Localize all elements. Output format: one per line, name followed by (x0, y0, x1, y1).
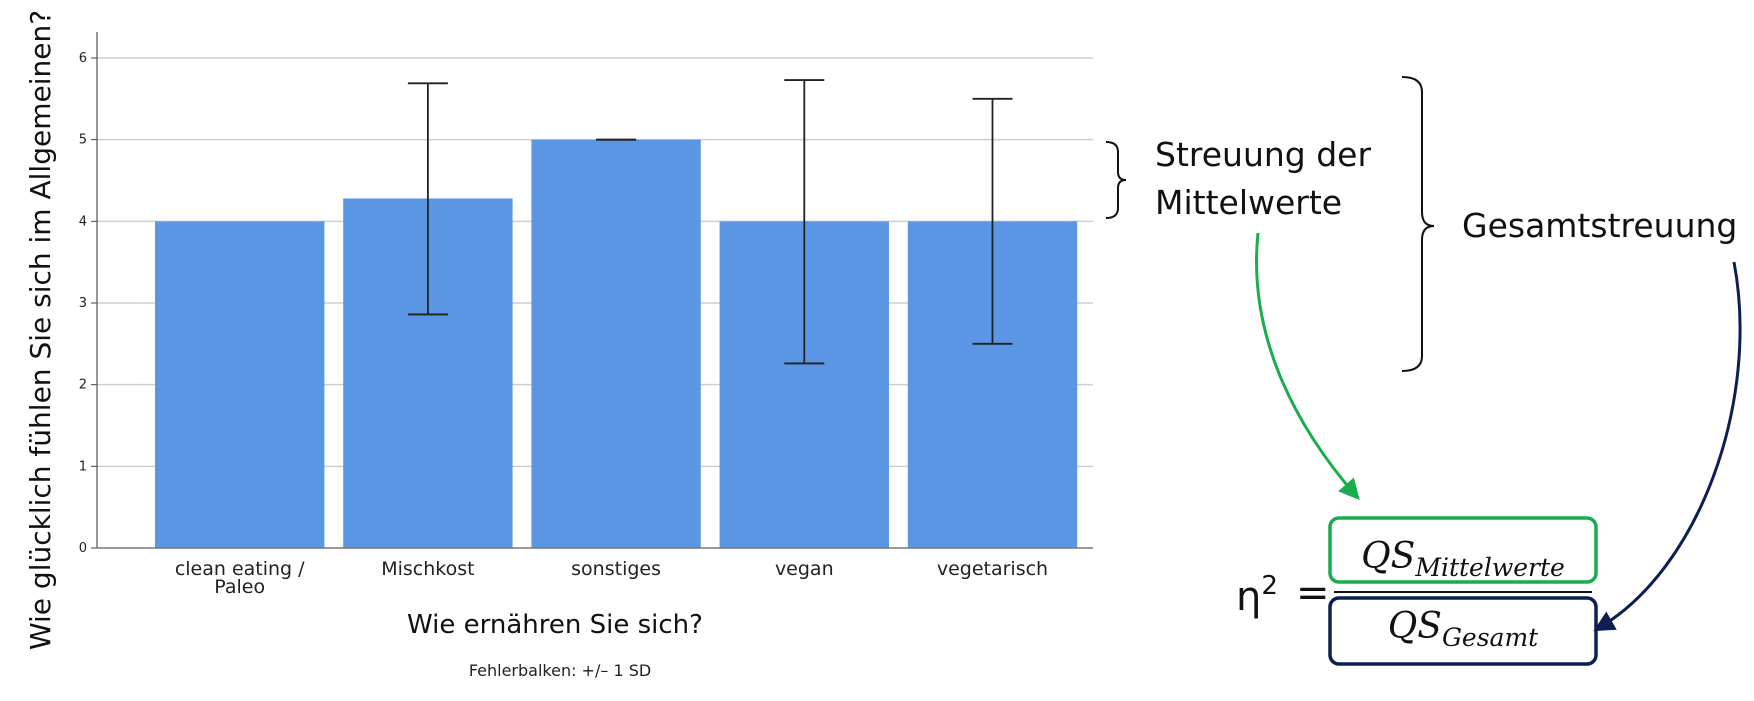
bar (155, 221, 325, 549)
x-axis-label: Wie ernähren Sie sich? (407, 610, 703, 640)
y-tick-label: 0 (79, 541, 87, 556)
numerator-box (1328, 516, 1598, 584)
denominator-box (1328, 596, 1598, 666)
bar (531, 139, 701, 548)
formula-equals: = (1296, 570, 1330, 616)
bars (155, 139, 1078, 549)
navy-arrow-icon (1593, 261, 1742, 632)
y-tick-label: 5 (79, 133, 87, 148)
bar-chart: 0 1 2 3 4 5 6 clean eating / Paleo Mischkost sons… (24, 10, 1093, 680)
error-bars (407, 79, 1013, 365)
error-bar (784, 79, 825, 365)
y-tick-label: 2 (79, 378, 87, 393)
small-brace-icon (1105, 141, 1127, 219)
green-arrow-icon (1255, 232, 1360, 501)
between-variance-annotation: Streuung der Mittelwerte (1105, 135, 1371, 222)
numerator-subscript: Mittelwerte (1414, 553, 1564, 582)
formula-lhs: η2 (1236, 571, 1278, 620)
y-tick-labels: 0 1 2 3 4 5 6 (79, 51, 97, 556)
total-variance-annotation: Gesamtstreuung (1401, 76, 1737, 372)
x-tick-labels: clean eating / Paleo Mischkost sonstiges veg… (175, 558, 1048, 598)
x-tick-label: clean eating / Paleo (175, 558, 305, 598)
denominator-subscript: Gesamt (1442, 623, 1539, 652)
x-tick-label: vegan (775, 558, 834, 580)
y-tick-label: 1 (79, 459, 87, 474)
eta-squared-formula: η2 = QSMittelwerte QSGesamt (1236, 516, 1598, 666)
numerator: QSMittelwerte (1361, 536, 1565, 582)
error-bar (972, 97, 1013, 345)
total-label: Gesamtstreuung (1462, 206, 1737, 245)
y-tick-label: 3 (79, 296, 87, 311)
formula-exponent: 2 (1261, 571, 1278, 601)
footnote: Fehlerbalken: +/– 1 SD (469, 661, 651, 680)
error-bar (407, 82, 448, 316)
between-label-line2: Mittelwerte (1155, 183, 1342, 222)
y-tick-label: 4 (79, 214, 87, 229)
between-label-line1: Streuung der (1155, 135, 1371, 174)
large-brace-icon (1401, 76, 1435, 372)
denominator: QSGesamt (1388, 606, 1539, 652)
y-tick-label: 6 (79, 51, 87, 66)
x-tick-label: sonstiges (571, 558, 661, 580)
x-tick-label: vegetarisch (937, 558, 1048, 580)
y-axis-label: Wie glücklich fühlen Sie sich im Allgeme… (24, 10, 57, 650)
x-tick-label: Mischkost (381, 558, 474, 580)
